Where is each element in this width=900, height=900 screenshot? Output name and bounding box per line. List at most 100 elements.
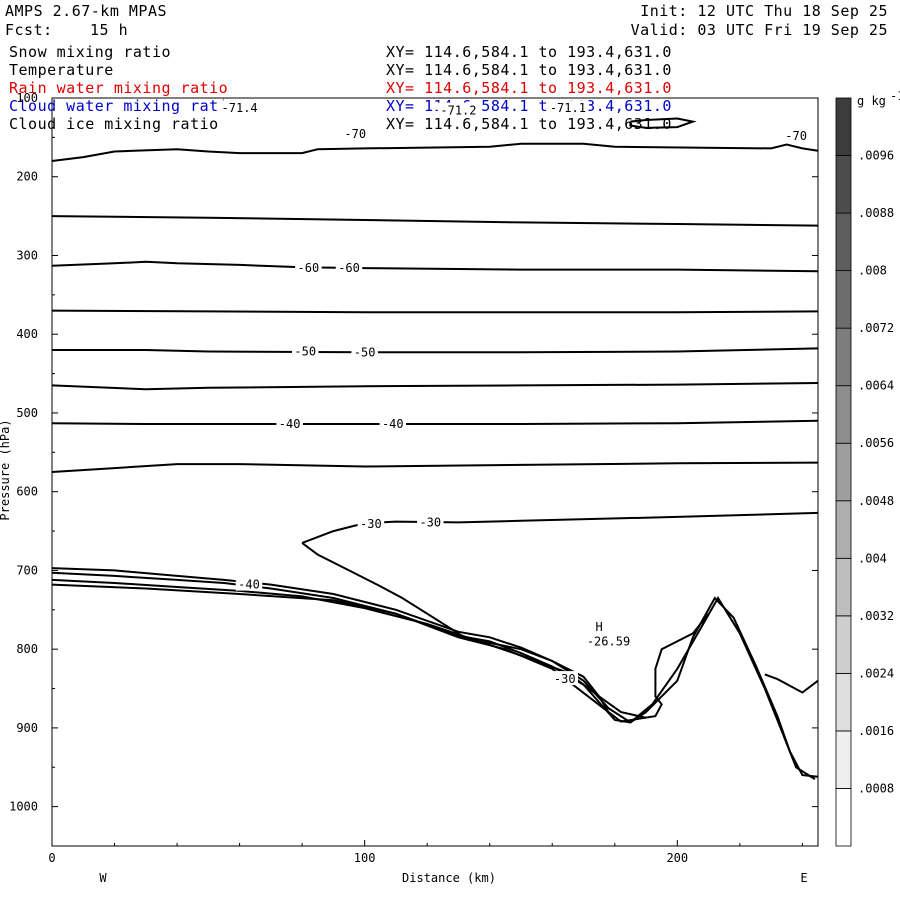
colorbar-box [835,500,852,559]
field-name-cloud-ice: Cloud ice mixing ratio [9,115,219,133]
contour-label: -30 [419,515,441,529]
colorbar-box [835,788,852,847]
terrain-line-3 [51,583,610,713]
isotherm-line-0 [51,142,819,162]
contour-label: -60 [338,261,360,275]
contour-label-bg [551,671,579,686]
y-tick-label: 700 [16,563,38,577]
isotherm-line-1 [51,215,819,227]
forecast-label: Fcst: [5,21,53,39]
isotherm-line-8 [301,511,819,544]
contour-label: -40 [382,417,404,431]
valid-time: Valid: 03 UTC Fri 19 Sep 25 [630,21,888,39]
isotherm-line-10 [629,117,697,129]
contour-label-bg [584,633,634,648]
y-axis: 100 200 300 400 500 600 700 800 900 1000 [9,91,818,847]
contour-label-bg [218,100,261,115]
contour-label: -70 [344,127,366,141]
forecast-hours: 15 h [90,21,129,39]
contour-label-bg [235,576,263,591]
plot-frame [51,97,819,847]
colorbar-label: .004 [858,551,887,565]
contour-label: -70 [785,129,807,143]
y-tick-label: 300 [16,248,38,262]
colorbar: .0008 .0016 .0024 .0032 .004 .0048 .0056 .0064.… [835,89,900,847]
colorbar-box [835,730,852,789]
contour-label-bg [357,515,385,530]
field-xy-rain: XY= 114.6,584.1 to 193.4,631.0 [386,79,672,97]
colorbar-label: .0096 [858,149,894,163]
y-tick-label: 400 [16,327,38,341]
contour-label: -40 [279,417,301,431]
terrain-line-4 [764,673,819,694]
colorbar-box [835,672,852,732]
colorbar-label: .0016 [858,724,894,738]
colorbar-label: .008 [858,264,887,278]
x-tick-label: 100 [354,851,376,865]
contour-label: -60 [298,261,320,275]
y-tick-label: 900 [16,721,38,735]
contour-label-bg [417,514,444,529]
colorbar-label: .0048 [858,494,894,508]
contour-label: -50 [354,345,376,359]
y-tick-label: 200 [16,170,38,184]
contour-label-bg [351,344,378,359]
y-tick-label: 600 [16,485,38,499]
colorbar-box [835,270,852,329]
contour-labels: -71.4 -71.2 -71.1 -70 -70 -60 -60 -50 -50 -40 -40 -… [218,100,810,686]
field-name-snow: Snow mixing ratio [9,43,172,61]
contour-label-bg [379,415,407,430]
terrain-line-1 [51,571,816,780]
y-axis-title: Pressure (hPa) [0,419,12,520]
contour-label: -40 [238,578,260,592]
contour-label-bg [295,260,322,275]
colorbar-units-exponent: -1 [890,89,900,103]
y-tick-label: 500 [16,406,38,420]
colorbar-label: .0072 [858,321,894,335]
colorbar-box [835,212,852,272]
colorbar-box [835,385,852,444]
contour-label: -30 [554,672,576,686]
y-tick-label: 800 [16,642,38,656]
field-xy-snow: XY= 114.6,584.1 to 193.4,631.0 [386,43,672,61]
contour-label: -30 [360,517,382,531]
contour-label-bg [437,102,480,117]
colorbar-box [835,155,852,214]
isotherm-line-7 [51,461,819,473]
model-title: AMPS 2.67-km MPAS [5,2,168,20]
contour-label: -26.59 [587,634,630,648]
isotherm-line-6 [51,419,819,425]
x-axis-title: Distance (km) [402,871,496,885]
temperature-contours [51,117,819,723]
field-name-rain: Rain water mixing ratio [9,79,229,97]
contour-label-bg [547,100,589,115]
colorbar-box [835,97,852,156]
contour-label: -71.2 [440,104,476,118]
isotherm-line-5 [51,382,819,391]
isotherm-line-9 [301,542,710,723]
east-label: E [800,871,807,885]
contour-label-bg [782,127,810,142]
colorbar-label: .0088 [858,206,894,220]
contour-label: H [596,620,603,634]
colorbar-box [835,442,852,502]
west-label: W [99,871,107,885]
contour-label-bg [335,260,363,275]
isotherm-line-3 [51,309,819,314]
colorbar-label: .0024 [858,666,894,680]
colorbar-label: .0056 [858,436,894,450]
colorbar-box [835,557,852,617]
contour-label-bg [276,415,303,430]
contour-label: -50 [294,345,316,359]
colorbar-box [835,615,852,674]
y-tick-label: 100 [16,91,38,105]
contour-label-bg [291,343,319,358]
colorbar-label: .0064 [858,379,894,393]
x-tick-label: 0 [48,851,55,865]
isotherm-line-4 [52,347,819,354]
colorbar-label: .0008 [858,781,894,795]
terrain-line-0 [51,567,819,778]
colorbar-label: .0032 [858,609,894,623]
contour-label: -71.4 [222,101,258,115]
